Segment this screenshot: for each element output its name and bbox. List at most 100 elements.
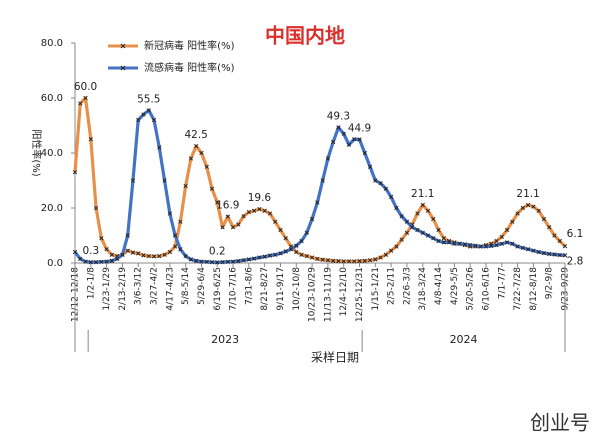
legend-marker xyxy=(120,65,126,71)
data-label: 6.1 xyxy=(567,228,584,240)
point-marker xyxy=(114,256,120,262)
point-marker xyxy=(267,253,273,258)
point-marker xyxy=(125,248,130,253)
point-marker xyxy=(494,242,499,248)
data-label: 2.8 xyxy=(567,255,584,267)
point-marker xyxy=(157,253,162,259)
point-marker xyxy=(315,256,320,262)
x-tick-label: 2/13-2/19 xyxy=(118,267,128,311)
point-marker xyxy=(346,259,352,264)
point-marker xyxy=(120,252,125,257)
point-marker xyxy=(178,219,183,224)
point-marker xyxy=(215,260,220,265)
point-marker xyxy=(294,249,299,255)
watermark: 创业号 xyxy=(530,411,590,435)
point-marker xyxy=(394,244,399,249)
year-label: 2023 xyxy=(211,333,239,346)
x-tick-label: 9/2-9/8 xyxy=(545,267,555,299)
data-label: 16.9 xyxy=(216,200,239,212)
legend-marker xyxy=(120,43,126,49)
point-marker xyxy=(88,137,93,142)
point-marker xyxy=(399,237,404,242)
point-marker xyxy=(341,131,346,136)
point-marker xyxy=(288,247,294,252)
point-marker xyxy=(141,112,146,117)
point-marker xyxy=(88,260,93,265)
x-tick-label: 1/15-1/21 xyxy=(371,267,381,311)
point-marker xyxy=(320,257,325,262)
data-label: 21.1 xyxy=(411,188,434,200)
data-label: 19.6 xyxy=(248,192,272,204)
point-marker xyxy=(146,253,151,259)
point-marker xyxy=(562,244,568,249)
point-marker xyxy=(468,242,473,248)
point-marker xyxy=(267,211,273,216)
point-marker xyxy=(415,211,420,216)
point-marker xyxy=(83,259,88,264)
point-marker xyxy=(531,248,536,253)
data-label: 60.0 xyxy=(74,81,97,93)
point-marker xyxy=(162,178,167,183)
point-marker xyxy=(552,233,557,238)
point-marker xyxy=(151,117,157,123)
point-marker xyxy=(283,236,288,241)
data-label: 21.1 xyxy=(516,188,539,200)
x-tick-label: 1/23-1/29 xyxy=(102,267,112,311)
point-marker xyxy=(373,178,378,183)
point-marker xyxy=(273,252,278,257)
point-marker xyxy=(520,205,526,211)
point-marker xyxy=(478,244,483,249)
point-marker xyxy=(194,258,199,263)
point-marker xyxy=(241,258,246,263)
point-marker xyxy=(420,202,425,208)
point-marker xyxy=(167,249,172,255)
point-marker xyxy=(251,256,257,261)
point-marker xyxy=(78,101,83,106)
point-marker xyxy=(383,186,389,191)
point-marker xyxy=(257,206,262,212)
point-marker xyxy=(83,95,88,101)
point-marker xyxy=(246,257,252,262)
point-marker xyxy=(136,117,141,123)
point-marker xyxy=(273,219,278,224)
point-marker xyxy=(262,254,267,259)
point-marker xyxy=(220,225,225,230)
legend-label: 新冠病毒 阳性率(%) xyxy=(144,39,235,52)
point-marker xyxy=(209,260,215,265)
point-marker xyxy=(520,245,526,251)
y-tick-label: 0.0 xyxy=(47,258,63,269)
x-tick-label: 7/1-7/7 xyxy=(497,267,507,299)
point-marker xyxy=(510,219,515,224)
point-marker xyxy=(309,216,315,222)
point-marker xyxy=(278,251,283,256)
point-marker xyxy=(536,208,541,213)
point-marker xyxy=(531,204,536,209)
point-marker xyxy=(220,260,225,265)
point-marker xyxy=(72,249,78,255)
point-marker xyxy=(473,243,478,248)
point-marker xyxy=(230,259,236,264)
point-marker xyxy=(204,259,209,265)
x-tick-label: 10/2-10/8 xyxy=(292,267,302,311)
point-marker xyxy=(504,227,510,233)
point-marker xyxy=(125,233,130,238)
x-tick-label: 12/25-12/31 xyxy=(355,267,365,322)
point-marker xyxy=(204,164,209,169)
point-marker xyxy=(357,258,362,264)
point-marker xyxy=(130,250,136,255)
data-label: 49.3 xyxy=(327,110,350,122)
point-marker xyxy=(236,222,241,227)
point-marker xyxy=(504,240,510,245)
point-marker xyxy=(257,255,262,260)
point-marker xyxy=(162,252,167,257)
point-marker xyxy=(320,178,325,183)
point-marker xyxy=(410,225,415,230)
point-marker xyxy=(331,139,336,145)
point-marker xyxy=(420,230,425,235)
point-marker xyxy=(72,170,78,175)
point-marker xyxy=(499,241,504,246)
point-marker xyxy=(367,164,373,169)
point-marker xyxy=(262,208,267,213)
point-marker xyxy=(336,258,341,264)
